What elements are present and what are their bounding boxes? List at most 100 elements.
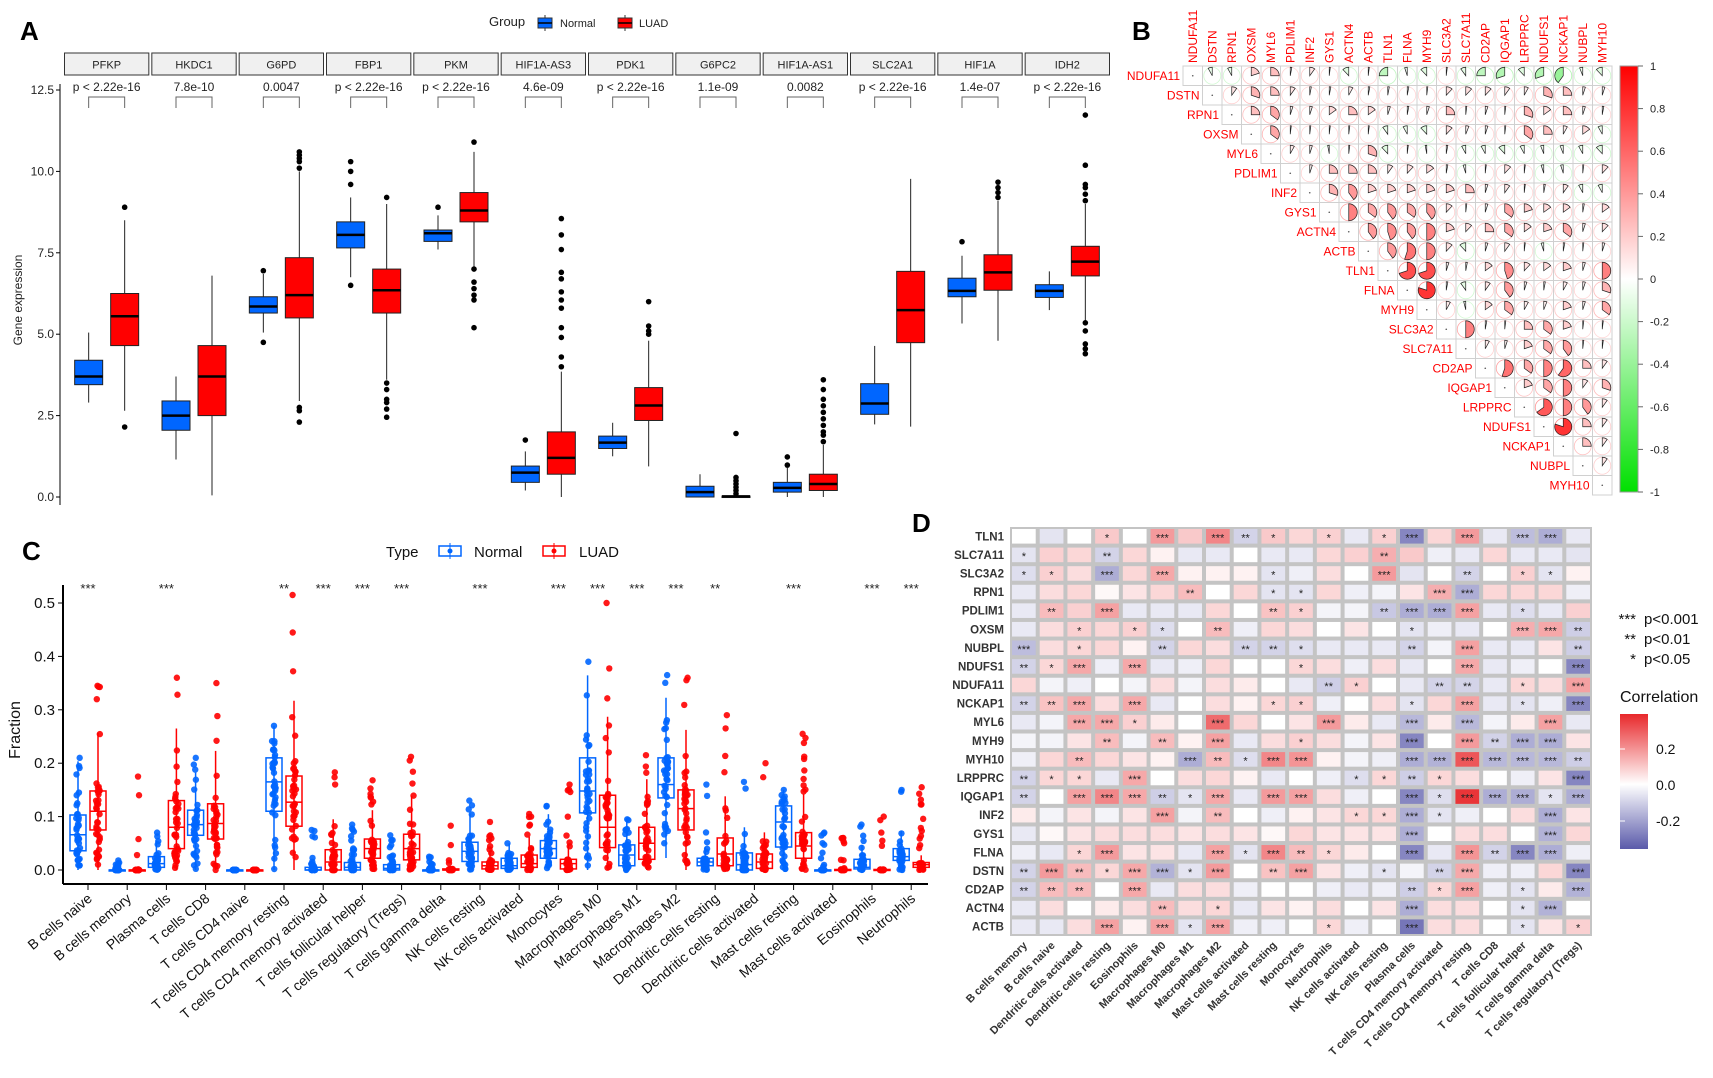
pie-wedge [1543,320,1553,335]
pie-wedge [1445,125,1453,136]
heatmap-cell [1233,826,1258,842]
data-point [193,847,201,855]
pie-wedge [1582,398,1592,415]
p-value-label: 0.0082 [787,80,824,94]
heatmap-cell [1372,919,1396,934]
data-point [133,851,141,859]
category-nk-cells-activated: NK cells activated [431,810,538,974]
heatmap-cell [1122,807,1147,823]
cell-stars: * [1188,793,1193,805]
pie-wedge [1426,164,1435,174]
cell-stars: * [1105,532,1110,544]
cell-stars: *** [1156,569,1170,581]
pie-wedge [1445,183,1455,194]
outlier-point [296,165,303,171]
data-point [684,859,691,867]
cell-stars: * [1548,793,1553,805]
row-label: INF2 [1271,186,1297,200]
row-label: ACTN4 [966,903,1005,915]
cell-stars: ** [1186,588,1195,600]
outlier-point [435,204,441,211]
heatmap-cell [1150,714,1175,730]
pie-wedge [1601,320,1604,330]
colorbar-tick-label: -0.8 [1650,444,1669,456]
significance-stars: *** [904,581,919,596]
heatmap-cell [1012,919,1036,934]
cell-stars: *** [1101,607,1115,619]
heatmap-cell [1122,584,1147,600]
data-point [543,803,550,810]
data-point [289,668,297,675]
pie-wedge [1289,86,1296,97]
pie-wedge [1328,164,1339,174]
data-point [525,813,533,821]
pie-wedge [1562,261,1572,272]
heatmap-cell [1178,845,1202,860]
cell-stars: * [1548,569,1553,581]
column-label: LRPPRC [1518,14,1532,63]
outlier-point [522,437,529,443]
heatmap-cell [1039,752,1064,767]
heatmap-cell [1012,584,1036,600]
facet-strip [500,52,586,76]
heatmap-cell [1566,900,1590,916]
pie-wedge [1465,86,1473,97]
pie-wedge [1495,66,1506,79]
pie-wedge [1540,242,1545,252]
pie-wedge [1562,281,1568,291]
facet-strip [1024,52,1110,76]
cell-stars: ** [1297,848,1306,860]
pie-wedge [1523,281,1528,291]
cell-stars: *** [1073,700,1087,712]
pie-wedge [1480,144,1486,154]
pie-wedge [1582,300,1586,310]
heatmap-cell [1344,547,1369,563]
pie-wedge [1523,378,1533,389]
heatmap-cell [1566,714,1590,730]
pie-wedge [1562,183,1569,194]
pie-wedge [1504,222,1514,238]
heatmap-cell [1178,659,1202,674]
pie-wedge [1582,125,1591,135]
pie-wedge [1367,164,1378,174]
cell-stars: *** [1128,662,1142,674]
cell-stars: * [1299,607,1304,619]
outlier-point [347,282,354,289]
y-axis-title: Fraction [7,701,24,759]
heatmap-cell [1233,603,1258,618]
p-value-label: p < 2.22e-16 [859,80,927,94]
row-label: MYL6 [1227,147,1259,161]
heatmap-cell [1427,659,1452,674]
heatmap-cell [1510,714,1535,730]
facet-pdk1: PDK1 p < 2.22e-16 [588,52,674,467]
outlier-point [558,305,565,311]
facet-strip [762,52,849,76]
colorbar-tick-label: -0.2 [1656,813,1680,829]
cell-stars: * [1077,848,1082,860]
pie-wedge [1348,203,1358,222]
heatmap-cell [1316,900,1341,916]
cell-stars: * [1437,774,1442,786]
pie-wedge [1270,125,1280,140]
heatmap-cell [1012,845,1036,860]
heatmap-cell [1538,659,1563,674]
legend-p-label: p<0.001 [1644,611,1699,628]
cell-stars: * [1216,904,1221,916]
heatmap-cell [1316,789,1341,804]
pie-wedge [1504,320,1507,330]
pie-wedge [1465,320,1475,339]
data-point [289,793,297,800]
column-label: ACTB [1362,31,1376,63]
heatmap-cell [1372,621,1396,637]
cell-stars: ** [1047,607,1056,619]
pie-wedge [1367,105,1376,116]
pie-wedge [1562,398,1573,417]
data-point [171,864,179,872]
heatmap-cell [1483,900,1507,916]
diagonal-dot [1581,464,1584,467]
box-normal [510,465,540,483]
heatmap-cell [1233,566,1258,581]
cell-stars: ** [1214,811,1223,823]
pie-wedge [1367,183,1377,194]
box-luad [110,293,140,347]
